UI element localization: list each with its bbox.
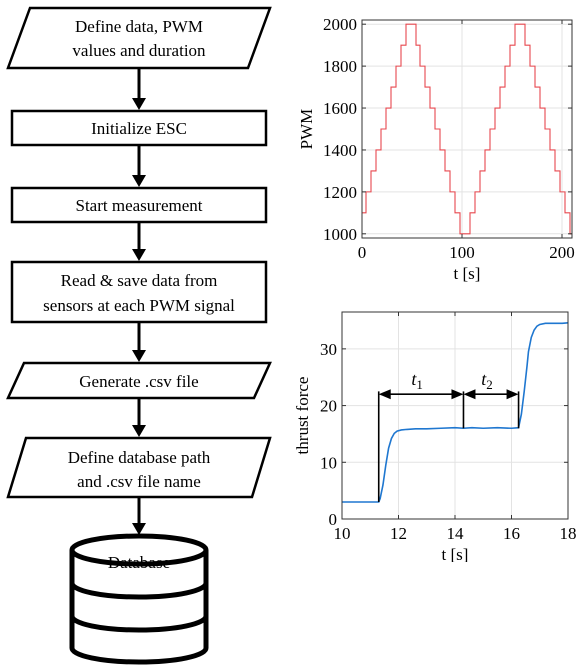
flowchart: Define data, PWM values and duration Ini… [6,6,272,665]
x-tick-label: 100 [449,243,475,262]
database-label: Database [108,553,170,572]
y-tick-label: 20 [320,397,337,416]
flow-step-label: Initialize ESC [91,119,187,138]
y-tick-label: 2000 [323,15,357,34]
flow-step-label: sensors at each PWM signal [43,296,235,315]
flow-step-start-measurement: Start measurement [10,186,268,224]
flow-arrowhead [132,425,146,437]
flow-step-label: Generate .csv file [79,372,198,391]
flow-step-label: Define data, PWM [75,17,203,36]
y-tick-label: 1800 [323,57,357,76]
plot-frame [361,19,573,239]
flow-step-label: Start measurement [76,196,203,215]
pwm-chart: 0 100 200 1000 1200 1400 1600 1800 2000 t [s] PWM [297,15,575,283]
series-line [362,23,572,235]
database-cylinder-icon: Database [69,533,209,665]
y-axis-label: thrust force [293,377,312,455]
flow-arrowhead [132,249,146,261]
x-tick-label: 12 [390,524,407,543]
flow-step-define-database-path: Define database path and .csv file name [6,436,272,499]
flow-arrowhead [132,175,146,187]
flow-arrowhead [132,523,146,535]
flow-arrowhead [132,98,146,110]
y-tick-label: 1000 [323,225,357,244]
y-tick-label: 0 [329,510,338,529]
interval-label: t1 [411,369,423,392]
flow-step-label: Define database path [68,448,211,467]
x-axis-label: t [s] [454,264,481,283]
y-axis-label: PWM [297,109,316,150]
x-tick-label: 16 [503,524,520,543]
flow-step-label: Read & save data from [61,271,218,290]
interval-arrowhead-left [463,389,476,400]
x-tick-label: 200 [549,243,575,262]
interval-label: t2 [481,369,493,392]
interval-arrowhead-left [378,389,391,400]
interval-arrowhead-right [506,389,519,400]
y-tick-label: 1200 [323,183,357,202]
series-line [342,321,569,503]
y-tick-label: 10 [320,453,337,472]
y-tick-label: 30 [320,340,337,359]
flow-step-initialize-esc: Initialize ESC [10,109,268,147]
flow-step-label: values and duration [72,41,206,60]
x-tick-label: 18 [560,524,577,543]
x-tick-label: 0 [358,243,367,262]
flow-step-read-save-data: Read & save data from sensors at each PW… [10,260,268,324]
flow-step-define-data: Define data, PWM values and duration [6,6,272,70]
x-tick-label: 14 [447,524,465,543]
flow-arrowhead [132,350,146,362]
interval-arrowhead-right [451,389,464,400]
x-axis-label: t [s] [442,545,469,562]
y-tick-label: 1600 [323,99,357,118]
flow-step-generate-csv: Generate .csv file [6,361,272,400]
x-tick-label: 10 [334,524,351,543]
flow-step-label: and .csv file name [77,472,201,491]
y-tick-label: 1400 [323,141,357,160]
